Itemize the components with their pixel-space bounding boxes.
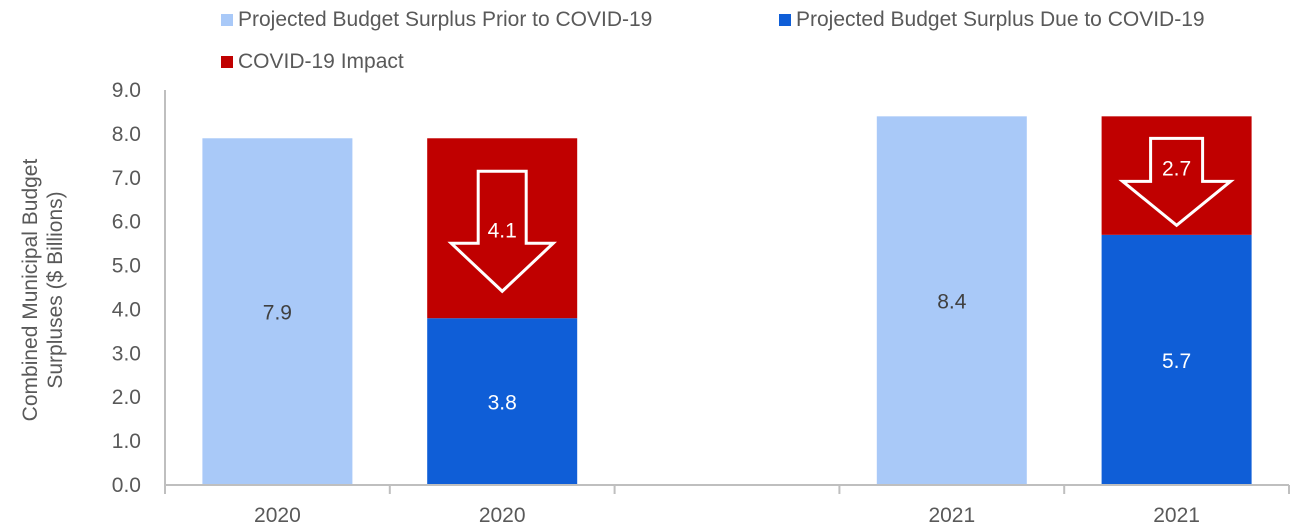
- x-tick-label: 2021: [1153, 504, 1200, 527]
- y-tick-label: 5.0: [112, 255, 141, 278]
- data-label: 8.4: [937, 291, 967, 314]
- bar-segment: [1101, 234, 1252, 485]
- impact-label: 2.7: [1162, 157, 1191, 180]
- legend-item-due: Projected Budget Surplus Due to COVID-19: [779, 8, 1205, 32]
- bar-segment: [1101, 116, 1252, 235]
- legend-label-prior: Projected Budget Surplus Prior to COVID-…: [238, 8, 653, 31]
- y-tick-label: 7.0: [112, 167, 141, 190]
- x-tick-label: 2021: [928, 504, 975, 527]
- legend-swatch-due: [779, 14, 791, 26]
- legend-swatch-impact: [221, 56, 233, 68]
- y-tick-label: 3.0: [112, 342, 141, 365]
- bar-segment: [427, 138, 578, 319]
- y-tick-label: 6.0: [112, 211, 141, 234]
- legend-item-prior: Projected Budget Surplus Prior to COVID-…: [221, 8, 652, 32]
- impact-label: 4.1: [488, 219, 517, 242]
- legend-item-impact: COVID-19 Impact: [221, 50, 404, 74]
- legend-label-due: Projected Budget Surplus Due to COVID-19: [796, 8, 1205, 31]
- y-tick-label: 9.0: [112, 79, 141, 102]
- down-arrow-icon: [1118, 136, 1235, 228]
- bar-segment: [876, 116, 1027, 485]
- data-label: 3.8: [488, 392, 517, 415]
- bar-segment: [202, 138, 353, 485]
- legend-swatch-prior: [221, 14, 233, 26]
- bar-segment: [427, 318, 578, 485]
- y-tick-label: 0.0: [112, 474, 141, 497]
- x-tick-label: 2020: [254, 504, 301, 527]
- legend-label-impact: COVID-19 Impact: [238, 50, 404, 73]
- data-label: 7.9: [263, 302, 292, 325]
- y-tick-label: 4.0: [112, 298, 141, 321]
- down-arrow-icon: [447, 169, 557, 294]
- y-tick-label: 2.0: [112, 386, 141, 409]
- y-tick-label: 8.0: [112, 123, 141, 146]
- y-tick-label: 1.0: [112, 430, 141, 453]
- x-tick-label: 2020: [479, 504, 526, 527]
- data-label: 5.7: [1162, 350, 1191, 373]
